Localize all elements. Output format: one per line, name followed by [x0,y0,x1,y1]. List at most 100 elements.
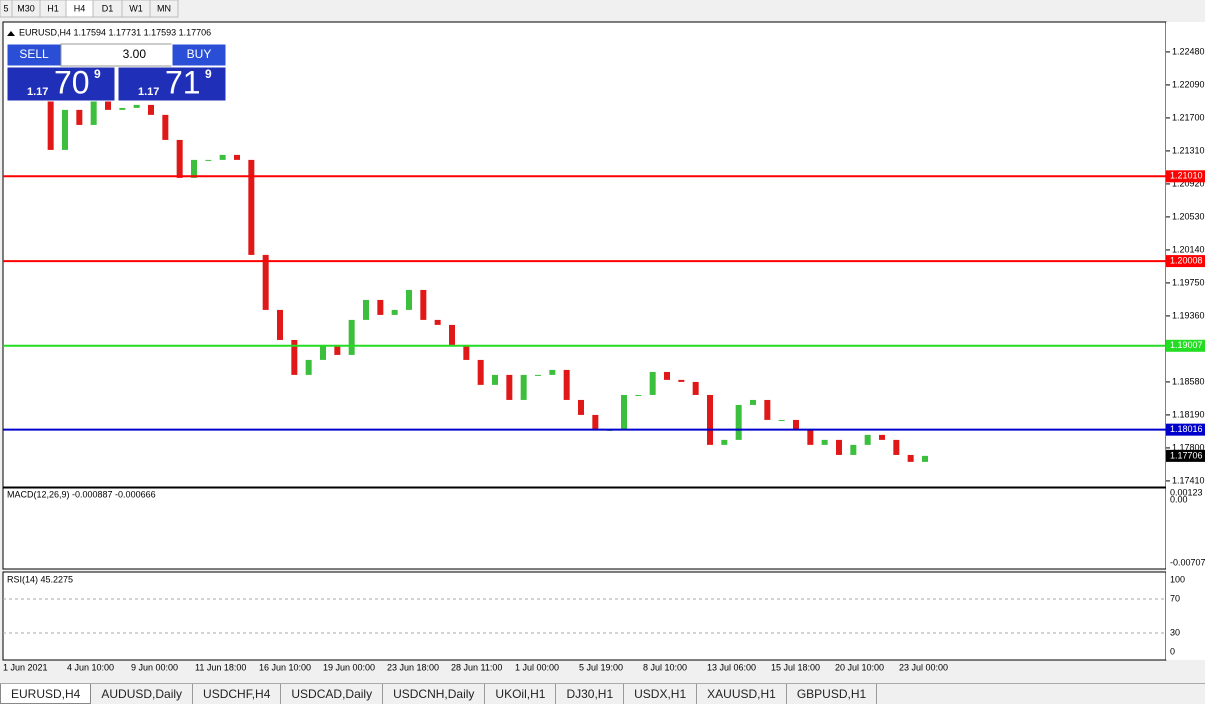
toolbar-bg [0,0,1205,18]
macd-tick-label: 0.00123 [1170,487,1203,497]
x-tick-label: 28 Jun 11:00 [451,662,502,672]
chart-tab[interactable]: XAUUSD,H1 [697,684,787,704]
y-tick-label: 1.17410 [1172,475,1205,485]
candle [219,154,226,160]
timeframe-label: H4 [74,3,86,13]
candle [778,419,785,421]
bid-big: 70 [54,64,90,100]
ask-prefix: 1.17 [138,86,159,98]
terminal: EURUSD,H4 1.17594 1.17731 1.17593 1.1770… [0,0,1205,672]
x-tick-label: 15 Jul 18:00 [771,662,820,672]
level-label-bg [1166,170,1205,183]
candle [234,154,240,160]
timeframe-label: 5 [3,3,8,13]
candle [248,159,255,255]
candle [463,344,470,360]
buy-label: BUY [187,47,212,61]
collapse-icon [7,31,15,36]
chart-tab[interactable]: AUDUSD,Daily [91,684,194,704]
level-label: 1.19007 [1170,340,1203,350]
x-tick-label: 5 Jul 19:00 [579,662,623,672]
candle [893,439,900,455]
candle [535,374,541,376]
timeframe-label: W1 [129,3,143,13]
x-tick-label: 11 Jun 18:00 [195,662,246,672]
timeframe-button[interactable] [149,0,179,18]
x-tick-label: 8 Jul 10:00 [643,662,687,672]
candle [506,374,513,400]
candle [793,419,799,430]
chart-tab[interactable]: USDCHF,H4 [193,684,282,704]
lot-field[interactable] [60,43,173,67]
level-label-bg [1166,339,1205,352]
candle [907,454,914,462]
candle [434,319,441,325]
macd-label: MACD(12,26,9) -0.000887 -0.000666 [7,489,156,499]
rsi-tick-label: 70 [1170,593,1180,603]
candle [735,404,742,440]
candle [205,159,212,161]
candle [492,374,498,385]
candle [836,439,842,455]
y-tick-label: 1.19750 [1172,277,1205,287]
candle [420,289,427,320]
candle [922,455,928,462]
candle [191,159,197,178]
candle [721,439,728,445]
candle [449,324,455,345]
candle [649,371,656,395]
candle [320,344,326,360]
ask-box[interactable] [117,66,227,102]
y-tick-label: 1.20140 [1172,244,1205,254]
candle [291,339,298,375]
y-tick-label: 1.17800 [1172,442,1205,452]
macd-pane [2,487,1167,570]
x-tick-label: 4 Jun 10:00 [67,662,114,672]
level-label-bg [1166,255,1205,268]
candle [635,394,642,396]
chart-tab[interactable]: USDCNH,Daily [383,684,486,704]
candle [162,114,169,140]
candle [764,399,771,420]
candle [850,444,857,455]
chart-tab[interactable]: USDX,H1 [624,684,698,704]
timeframe-label: M30 [17,3,35,13]
chart-tab[interactable]: USDCAD,Daily [281,684,384,704]
chart-tab[interactable]: EURUSD,H4 [0,684,92,704]
candle [391,309,398,315]
candle [578,399,584,415]
x-tick-label: 23 Jun 18:00 [387,662,439,672]
current-price-bg [1166,449,1205,462]
x-tick-label: 1 Jun 2021 [3,662,48,672]
y-tick-label: 1.22480 [1172,46,1205,56]
x-tick-label: 19 Jun 00:00 [323,662,375,672]
candle [119,107,126,110]
candle [90,99,97,125]
chart-tab[interactable]: DJ30,H1 [556,684,625,704]
buy-button[interactable] [171,43,227,67]
y-tick-label: 1.19360 [1172,310,1205,320]
x-tick-label: 16 Jun 10:00 [259,662,311,672]
y-tick-label: 1.20920 [1172,178,1205,188]
y-tick-label: 1.18190 [1172,409,1205,419]
candle [348,319,355,355]
x-tick-label: 1 Jul 00:00 [515,662,559,672]
rsi-label: RSI(14) 45.2275 [7,574,73,584]
candle [621,394,627,430]
chart-tab[interactable]: GBPUSD,H1 [787,684,878,704]
candle [750,399,756,405]
chart-tab[interactable]: UKOil,H1 [485,684,557,704]
rsi-tick-label: 0 [1170,646,1175,656]
candle [262,254,269,310]
bid-box[interactable] [6,66,116,102]
candle [377,299,384,315]
macd-tick-label: 0.00 [1170,494,1188,504]
candle [305,359,312,375]
candle [105,99,111,110]
ask-sup: 9 [205,67,212,81]
current-price-label: 1.17706 [1170,450,1203,460]
candle [477,359,484,385]
level-label: 1.18016 [1170,424,1203,434]
y-tick-label: 1.22090 [1172,79,1205,89]
